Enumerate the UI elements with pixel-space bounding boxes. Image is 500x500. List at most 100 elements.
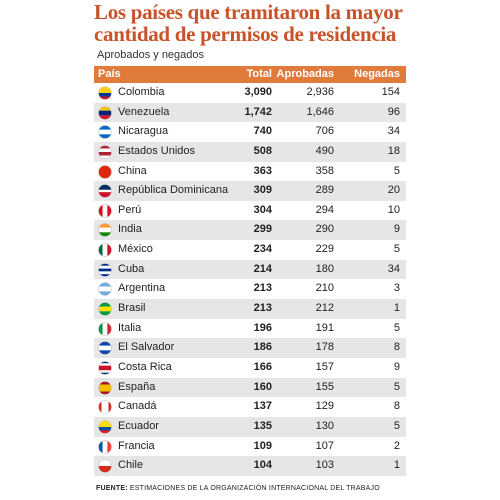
table-row: Argentina 213 210 3 <box>94 279 406 299</box>
table-cell: Francia <box>118 439 155 452</box>
table-cell: 5 <box>393 380 400 393</box>
flag-icon <box>98 145 112 159</box>
flag-icon <box>98 282 112 297</box>
table-cell: 3 <box>393 282 400 295</box>
flag-icon <box>98 439 112 454</box>
title: cantidad de permisos de residencia <box>94 22 397 46</box>
table-cell: 155 <box>315 380 334 393</box>
subtitle: Aprobados y negados <box>97 49 205 61</box>
table-row: El Salvador 186 178 8 <box>94 338 406 358</box>
table-cell: 166 <box>253 360 272 373</box>
table-cell: El Salvador <box>118 341 175 354</box>
table-cell: 1,646 <box>306 105 334 118</box>
table-cell: 2,936 <box>306 86 334 98</box>
table-cell: Italia <box>118 321 142 334</box>
table-cell: 104 <box>253 459 272 472</box>
table-row: China 363 358 5 <box>94 162 406 182</box>
table-cell: Cuba <box>118 262 145 275</box>
table-cell: Nicaragua <box>118 125 169 138</box>
table-cell: 8 <box>393 341 400 354</box>
table-cell: 5 <box>393 419 400 432</box>
table-header: País Total Aprobadas Negadas <box>94 66 406 83</box>
table-cell: 229 <box>315 243 334 256</box>
table-cell: 304 <box>253 203 272 216</box>
table-cell: Canadá <box>118 400 157 413</box>
table-cell: 213 <box>253 302 272 315</box>
table-row: México 234 229 5 <box>94 240 406 260</box>
table-cell: 358 <box>315 164 334 177</box>
table-cell: Perú <box>118 203 142 216</box>
table-cell: 490 <box>315 144 334 157</box>
table-cell: 5 <box>393 243 400 256</box>
table-cell: 34 <box>387 125 400 138</box>
flag-icon <box>98 263 112 277</box>
table-cell: 186 <box>253 341 272 354</box>
table-cell: 135 <box>253 419 272 432</box>
table-cell: 109 <box>253 439 272 452</box>
table-row: Nicaragua 740 706 34 <box>94 122 406 142</box>
flag-icon <box>98 184 112 198</box>
table-cell: Costa Rica <box>118 360 172 373</box>
flag-icon <box>98 86 112 100</box>
table-cell: 1 <box>393 302 400 315</box>
table-cell: 294 <box>315 203 334 216</box>
table-cell: Estados Unidos <box>118 144 196 157</box>
table-cell: 178 <box>315 341 334 354</box>
table-row: Italia 196 191 5 <box>94 319 406 339</box>
flag-icon <box>98 341 112 356</box>
table-cell: Chile <box>118 459 144 472</box>
table-cell: China <box>118 164 147 177</box>
table-cell: 196 <box>253 321 272 334</box>
table-cell: 234 <box>253 243 272 256</box>
table-cell: 180 <box>315 262 334 275</box>
table-row: Canadá 137 129 8 <box>94 397 406 417</box>
table-row: Francia 109 107 2 <box>94 437 406 457</box>
flag-icon <box>98 361 112 375</box>
table-body: Colombia 3,090 2,936 154 Venezuela 1,742 1,646… <box>94 83 406 476</box>
table-cell: 212 <box>315 302 334 315</box>
table-cell: 309 <box>253 184 272 197</box>
table-cell: 103 <box>315 459 334 472</box>
table-cell: Ecuador <box>118 419 159 432</box>
footer: FUENTE: ESTIMACIONES DE LA ORGANIZACIÓN … <box>96 485 380 492</box>
table-cell: 18 <box>387 144 400 157</box>
table-cell: 2 <box>393 439 400 452</box>
table-cell: 96 <box>387 105 400 118</box>
flag-icon <box>98 105 112 120</box>
column-header: Total <box>246 68 272 80</box>
table-row: Costa Rica 166 157 9 <box>94 358 406 378</box>
table-cell: 20 <box>387 184 400 197</box>
table-cell: 107 <box>315 439 334 452</box>
table-cell: 129 <box>315 400 334 413</box>
title: Los países que tramitaron la mayor <box>94 0 403 24</box>
table-cell: 213 <box>253 282 272 295</box>
table-row: Chile 104 103 1 <box>94 456 406 476</box>
table-cell: 157 <box>315 360 334 373</box>
table-cell: 740 <box>253 125 272 138</box>
table-cell: 1 <box>393 459 400 472</box>
table-cell: 10 <box>387 203 400 216</box>
table-cell: 160 <box>253 380 272 393</box>
table-cell: República Dominicana <box>118 184 229 197</box>
table-cell: 290 <box>315 223 334 236</box>
flag-icon <box>98 204 112 218</box>
table-row: Perú 304 294 10 <box>94 201 406 221</box>
table-row: Ecuador 135 130 5 <box>94 416 406 437</box>
table-cell: India <box>118 223 142 236</box>
table: País Total Aprobadas Negadas Colombia 3,0… <box>94 66 406 476</box>
table-row: Estados Unidos 508 490 18 <box>94 141 406 162</box>
flag-icon <box>98 321 112 336</box>
flag-icon <box>98 420 112 434</box>
table-cell: 210 <box>315 282 334 295</box>
table-cell: 5 <box>393 164 400 177</box>
table-cell: 130 <box>315 419 334 432</box>
table-cell: 363 <box>253 164 272 177</box>
table-row: Colombia 3,090 2,936 154 <box>94 83 406 103</box>
table-cell: Venezuela <box>118 105 170 118</box>
footer-text: ESTIMACIONES DE LA ORGANIZACIÓN INTERNAC… <box>129 485 380 492</box>
column-header: Negadas <box>354 68 400 80</box>
column-header: País <box>98 68 121 80</box>
flag-icon <box>98 459 112 473</box>
table-cell: España <box>118 380 156 393</box>
